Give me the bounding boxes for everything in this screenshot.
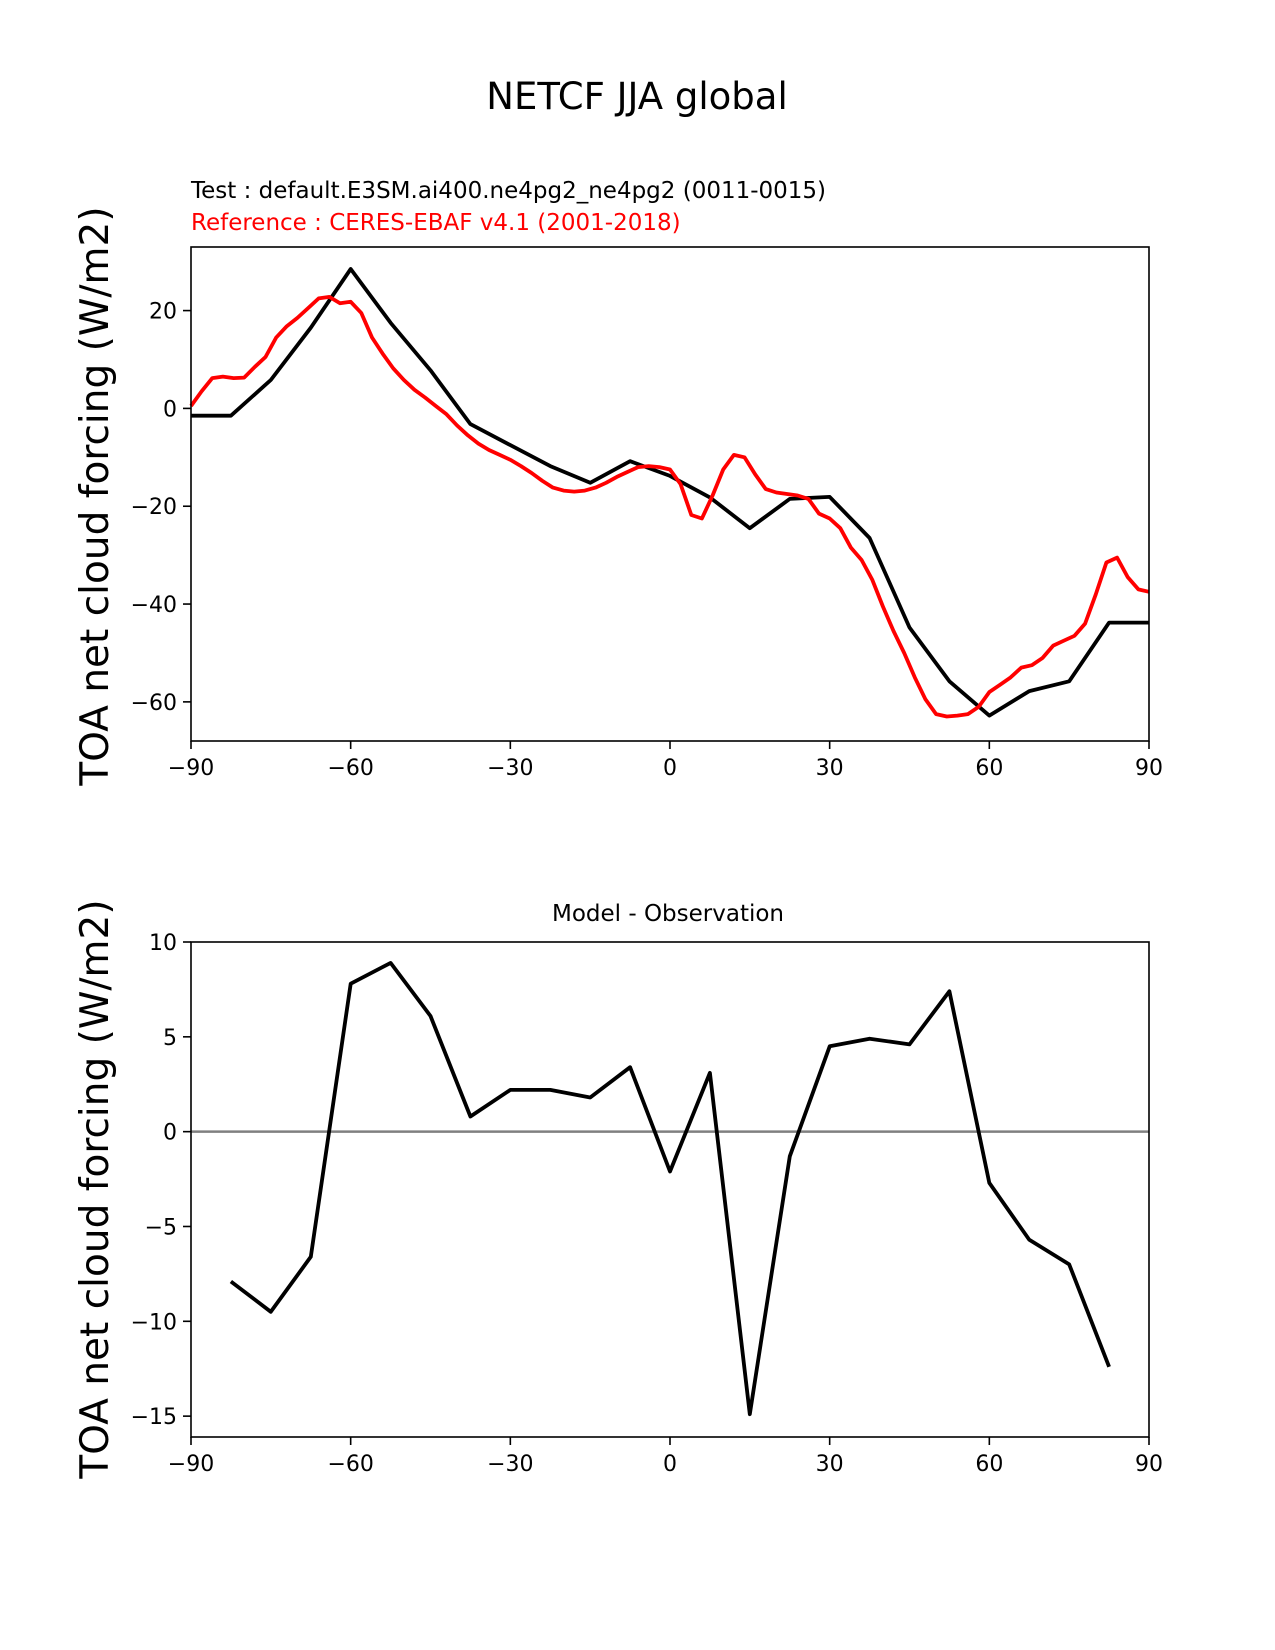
x-tick-label: −30 [487, 1452, 533, 1477]
x-tick-label: −90 [168, 1452, 214, 1477]
x-tick-label: 30 [816, 756, 844, 781]
y-tick-label: 20 [149, 300, 177, 325]
x-tick-label: 0 [663, 756, 677, 781]
x-tick-label: 90 [1135, 1452, 1163, 1477]
y-tick-label: −5 [145, 1215, 177, 1240]
y-tick-label: 0 [163, 397, 177, 422]
x-tick-label: 90 [1135, 756, 1163, 781]
x-tick-label: 30 [816, 1452, 844, 1477]
y-tick-label: 0 [163, 1121, 177, 1146]
y-tick-label: −10 [131, 1310, 177, 1335]
y-tick-label: −20 [131, 495, 177, 520]
y-tick-label: 10 [149, 931, 177, 956]
bottom-panel: Model - Observation −90 −60 −30 0 30 60 90 10 5 0… [73, 899, 1163, 1479]
x-tick-label: 60 [975, 756, 1003, 781]
bottom-panel-title: Model - Observation [552, 901, 784, 927]
x-tick-label: −60 [327, 756, 373, 781]
top-panel: Test : default.E3SM.ai400.ne4pg2_ne4pg2 … [73, 178, 1163, 787]
y-tick-label: −40 [131, 593, 177, 618]
reference-label: Reference : CERES-EBAF v4.1 (2001-2018) [191, 210, 681, 236]
y-tick-label: −60 [131, 691, 177, 716]
x-tick-label: −60 [327, 1452, 373, 1477]
x-tick-label: 0 [663, 1452, 677, 1477]
y-tick-label: −15 [131, 1405, 177, 1430]
x-tick-label: −90 [168, 756, 214, 781]
figure-title: NETCF JJA global [486, 75, 787, 118]
series-line-2 [189, 294, 1150, 719]
y-tick-label: 5 [163, 1026, 177, 1051]
series-line-1 [229, 961, 1111, 1417]
x-tick-label: −30 [487, 756, 533, 781]
test-label: Test : default.E3SM.ai400.ne4pg2_ne4pg2 … [190, 178, 826, 204]
top-plot-area: −90 −60 −30 0 30 60 90 20 0 −20 −40 −60 [131, 246, 1163, 781]
bottom-y-axis-label: TOA net cloud forcing (W/m2) [73, 899, 118, 1479]
bottom-plot-area: −90 −60 −30 0 30 60 90 10 5 0 −5 −10 −15 [131, 931, 1163, 1477]
series-line-1 [191, 267, 1149, 718]
top-y-axis-label: TOA net cloud forcing (W/m2) [73, 206, 118, 786]
x-tick-label: 60 [975, 1452, 1003, 1477]
